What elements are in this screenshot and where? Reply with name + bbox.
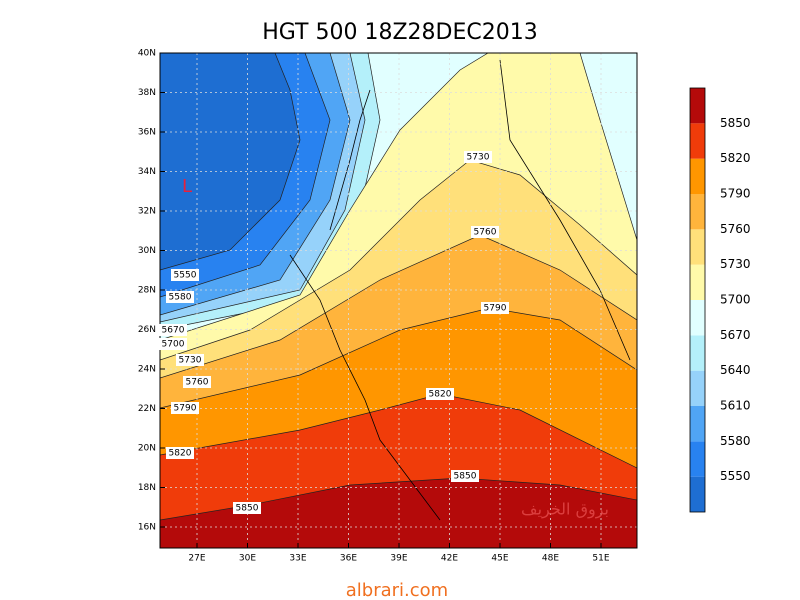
colorbar-segment (690, 476, 705, 512)
lat-label: 16N (138, 523, 156, 533)
lat-label: 36N (138, 128, 156, 138)
contour-label-box (426, 388, 454, 400)
colorbar-label: 5640 (720, 363, 751, 377)
colorbar-segment (690, 441, 705, 477)
colorbar-segment (690, 370, 705, 406)
contour-label-box (183, 376, 211, 388)
map-fill (160, 53, 637, 548)
lon-label: 33E (289, 554, 306, 564)
contour-label-box (171, 269, 199, 281)
lon-label: 42E (441, 554, 458, 564)
colorbar-label: 5730 (720, 257, 751, 271)
coastline (289, 254, 441, 521)
lon-label: 51E (592, 554, 609, 564)
colorbar-segment (690, 123, 705, 159)
lat-label: 20N (138, 444, 156, 454)
colorbar-label: 5820 (720, 151, 751, 165)
lon-label: 48E (542, 554, 559, 564)
lat-label: 26N (138, 325, 156, 335)
contour-label-box (166, 291, 194, 303)
lon-label: 27E (188, 554, 205, 564)
colorbar-label: 5850 (720, 116, 751, 130)
contour-label-box (233, 502, 261, 514)
map-frame (159, 52, 638, 549)
title: HGT 500 18Z28DEC2013 (262, 20, 537, 45)
contour-label: 5700 (162, 340, 185, 350)
colorbar: 5550 5580 5610 5640 5670 5700 5730 5760 5790 5820… (689, 87, 751, 513)
contour-label: 5580 (169, 293, 192, 303)
watermark: بروق الخريف (521, 500, 609, 520)
lon-label: 45E (491, 554, 508, 564)
colorbar-frame (689, 87, 706, 513)
contour-label-box (166, 447, 194, 459)
contour-label-box (464, 151, 492, 163)
contour-label: 5550 (174, 271, 197, 281)
lat-label: 28N (138, 286, 156, 296)
contour-label-box (451, 470, 479, 482)
region (160, 477, 637, 548)
coastline (329, 89, 371, 231)
lat-label: 30N (138, 246, 156, 256)
lat-label: 34N (138, 167, 156, 177)
colorbar-segment (690, 229, 705, 265)
low-marker: L (182, 176, 192, 197)
footer: albrari.com (346, 580, 448, 600)
lon-label: 39E (390, 554, 407, 564)
lat-label: 22N (138, 404, 156, 414)
lat-label: 40N (138, 49, 156, 59)
colorbar-label: 5580 (720, 434, 751, 448)
contour-label-box (159, 338, 187, 350)
contour-label: 5760 (186, 378, 209, 388)
colorbar-segment (690, 158, 705, 194)
contour-label: 5820 (429, 390, 452, 400)
contour-label: 5790 (174, 404, 197, 414)
contour-label: 5850 (454, 472, 477, 482)
colorbar-label: 5700 (720, 293, 751, 307)
colorbar-segment (690, 88, 705, 124)
lat-label: 32N (138, 207, 156, 217)
colorbar-segment (690, 194, 705, 230)
lon-label: 30E (239, 554, 256, 564)
colorbar-segment (690, 300, 705, 336)
contour-label: 5760 (474, 228, 497, 238)
contour-labels: 5550 5580 5670 5700 5730 5760 5790 5820 5850 5730… (159, 151, 509, 514)
contour-label: 5670 (162, 326, 185, 336)
contour-label: 5850 (236, 504, 259, 514)
colorbar-segment (690, 335, 705, 371)
colorbar-segment (690, 406, 705, 442)
contour-label-box (159, 324, 187, 336)
colorbar-label: 5790 (720, 187, 751, 201)
contour-label-box (176, 354, 204, 366)
contour-label-box (481, 302, 509, 314)
lat-label: 24N (138, 365, 156, 375)
lat-label: 38N (138, 88, 156, 98)
lon-label: 36E (340, 554, 357, 564)
contour-label: 5730 (179, 356, 202, 366)
contour-label: 5730 (467, 153, 490, 163)
contour-label: 5790 (484, 304, 507, 314)
lat-label: 18N (138, 483, 156, 493)
border (499, 59, 631, 361)
colorbar-label: 5550 (720, 469, 751, 483)
colorbar-segment (690, 264, 705, 300)
contour-label-box (171, 402, 199, 414)
colorbar-label: 5610 (720, 399, 751, 413)
colorbar-label: 5760 (720, 222, 751, 236)
contour-label: 5820 (169, 449, 192, 459)
colorbar-label: 5670 (720, 328, 751, 342)
contour-label-box (471, 226, 499, 238)
